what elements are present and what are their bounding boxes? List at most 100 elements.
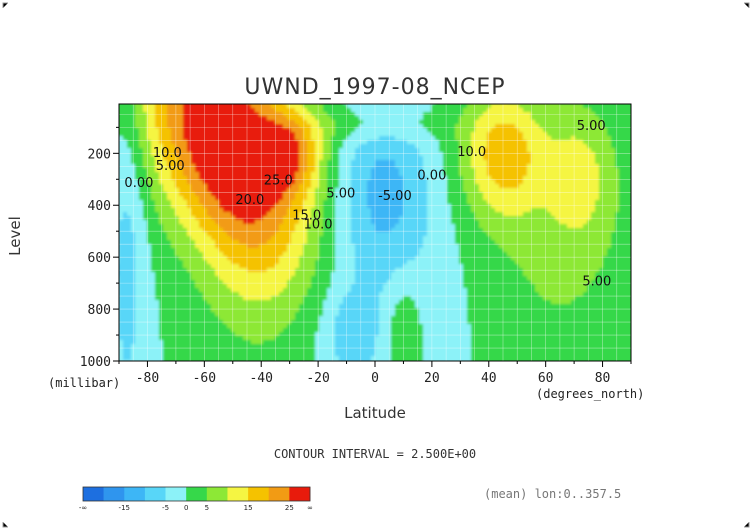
field-cell (231, 348, 236, 353)
field-cell (299, 324, 304, 329)
field-cell (203, 212, 208, 217)
field-cell (239, 172, 244, 177)
field-cell (315, 196, 320, 201)
field-cell (411, 160, 416, 165)
field-cell (195, 272, 200, 277)
field-cell (371, 104, 376, 109)
field-cell (367, 248, 372, 253)
field-cell (383, 116, 388, 121)
field-cell (355, 260, 360, 265)
field-cell (235, 196, 240, 201)
field-cell (295, 344, 300, 349)
field-cell (291, 344, 296, 349)
field-cell (407, 296, 412, 301)
field-cell (223, 184, 228, 189)
field-cell (363, 204, 368, 209)
field-cell (183, 312, 188, 317)
field-cell (219, 172, 224, 177)
field-cell (127, 244, 132, 249)
field-cell (151, 220, 156, 225)
field-cell (183, 124, 188, 129)
field-cell (127, 156, 132, 161)
field-cell (303, 348, 308, 353)
field-cell (127, 324, 132, 329)
field-cell (227, 252, 232, 257)
field-cell (391, 328, 396, 333)
field-cell (147, 304, 152, 309)
field-cell (239, 156, 244, 161)
field-cell (359, 256, 364, 261)
field-cell (127, 180, 132, 185)
field-cell (151, 212, 156, 217)
field-cell (299, 184, 304, 189)
field-cell (251, 244, 256, 249)
field-cell (299, 348, 304, 353)
field-cell (139, 280, 144, 285)
field-cell (135, 224, 140, 229)
field-cell (267, 328, 272, 333)
field-cell (183, 176, 188, 181)
field-cell (395, 364, 400, 369)
field-cell (275, 356, 280, 361)
field-cell (355, 236, 360, 241)
field-cell (399, 264, 404, 269)
field-cell (239, 308, 244, 313)
field-cell (239, 180, 244, 185)
field-cell (287, 152, 292, 157)
field-cell (327, 232, 332, 237)
field-cell (319, 152, 324, 157)
field-cell (175, 252, 180, 257)
field-cell (135, 356, 140, 361)
field-cell (247, 160, 252, 165)
field-cell (355, 248, 360, 253)
field-cell (211, 292, 216, 297)
field-cell (379, 172, 384, 177)
field-cell (271, 248, 276, 253)
field-cell (391, 136, 396, 141)
field-cell (167, 176, 172, 181)
field-cell (359, 168, 364, 173)
field-cell (195, 328, 200, 333)
field-cell (367, 176, 372, 181)
field-cell (199, 240, 204, 245)
field-cell (199, 144, 204, 149)
field-cell (323, 136, 328, 141)
field-cell (399, 120, 404, 125)
field-cell (243, 256, 248, 261)
field-cell (227, 240, 232, 245)
field-cell (291, 296, 296, 301)
field-cell (219, 300, 224, 305)
field-cell (355, 328, 360, 333)
field-cell (379, 168, 384, 173)
field-cell (155, 160, 160, 165)
field-cell (307, 348, 312, 353)
field-cell (151, 184, 156, 189)
field-cell (371, 120, 376, 125)
field-cell (235, 236, 240, 241)
field-cell (123, 332, 128, 337)
field-cell (315, 356, 320, 361)
field-cell (195, 332, 200, 337)
field-cell (359, 188, 364, 193)
field-cell (127, 160, 132, 165)
field-cell (355, 352, 360, 357)
field-cell (271, 176, 276, 181)
field-cell (211, 284, 216, 289)
field-cell (311, 280, 316, 285)
field-cell (315, 272, 320, 277)
field-cell (139, 244, 144, 249)
field-cell (247, 288, 252, 293)
field-cell (323, 336, 328, 341)
field-cell (163, 104, 168, 109)
field-cell (183, 228, 188, 233)
field-cell (395, 200, 400, 205)
field-cell (119, 316, 124, 321)
field-cell (127, 196, 132, 201)
field-cell (363, 324, 368, 329)
field-cell (235, 212, 240, 217)
field-cell (215, 276, 220, 281)
field-cell (407, 252, 412, 257)
field-cell (275, 252, 280, 257)
field-cell (311, 228, 316, 233)
field-cell (215, 128, 220, 133)
